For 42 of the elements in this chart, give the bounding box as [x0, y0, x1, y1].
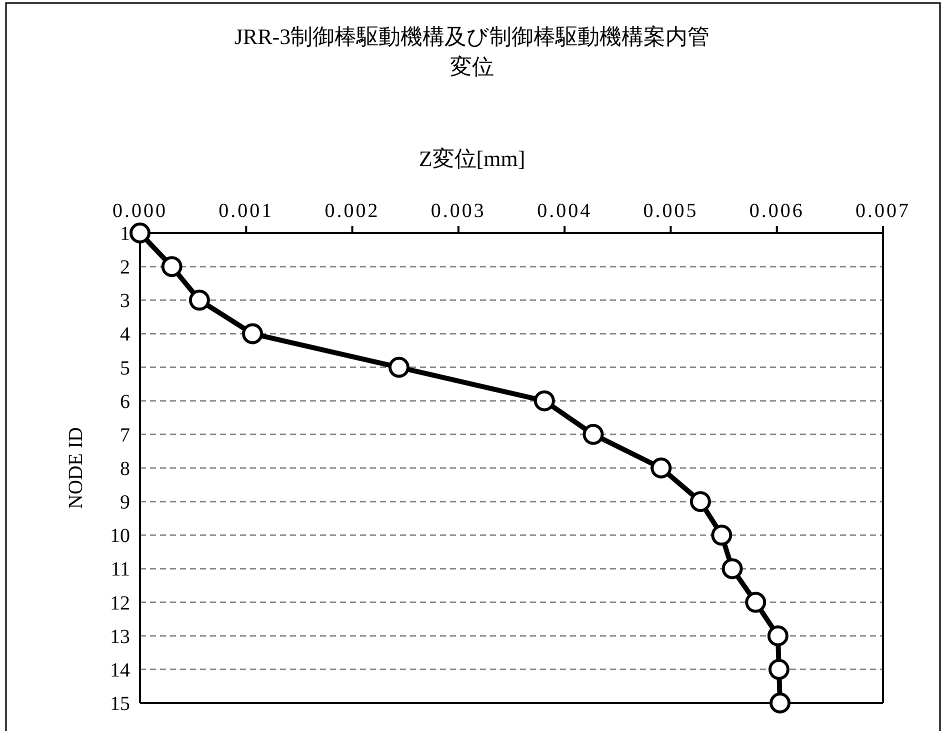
y-tick-label: 2 — [120, 256, 130, 279]
point — [711, 524, 732, 546]
y-tick-label: 4 — [120, 324, 130, 346]
chart-subtitle: 変位 — [450, 54, 494, 79]
y-tick-label: 12 — [110, 592, 130, 614]
point — [745, 592, 766, 613]
y-tick-label: 7 — [120, 424, 130, 446]
y-tick-label: 9 — [120, 492, 130, 514]
point — [242, 323, 264, 344]
y-tick-label: 11 — [110, 558, 130, 581]
x-tick-label: 0.005 — [643, 200, 698, 222]
point — [767, 625, 788, 646]
x-axis-title: Z変位[mm] — [418, 146, 526, 171]
y-tick-label: 3 — [120, 290, 130, 312]
point — [188, 290, 210, 311]
x-tick-label: 0.007 — [856, 200, 910, 222]
point — [770, 692, 791, 714]
point — [130, 222, 150, 244]
y-tick-label: 13 — [110, 626, 130, 648]
y-tick-label: 8 — [120, 458, 130, 480]
point — [582, 424, 604, 445]
y-tick-label: 14 — [110, 659, 130, 682]
x-tick-label: 0.002 — [324, 200, 380, 222]
point — [650, 458, 672, 478]
y-tick-label: 5 — [120, 357, 130, 380]
x-tick-label: 0.004 — [537, 200, 592, 222]
y-tick-label: 6 — [120, 390, 130, 413]
point — [161, 256, 182, 278]
x-tick-label: 0.006 — [749, 200, 804, 222]
point — [690, 491, 711, 512]
y-tick-label: 10 — [110, 525, 130, 548]
point — [534, 390, 555, 412]
y-axis-title: NODE ID — [65, 427, 87, 509]
point — [768, 658, 790, 680]
y-tick-label: 1 — [120, 223, 130, 245]
point — [388, 356, 410, 378]
point — [722, 558, 743, 580]
x-tick-label: 0.000 — [112, 200, 168, 222]
y-tick-label: 15 — [110, 693, 130, 715]
x-tick-label: 0.001 — [218, 200, 274, 222]
chart-title: JRR-3制御棒駆動機構及び制御棒駆動機構案内管 — [234, 24, 710, 49]
x-tick-label: 0.003 — [430, 200, 486, 222]
